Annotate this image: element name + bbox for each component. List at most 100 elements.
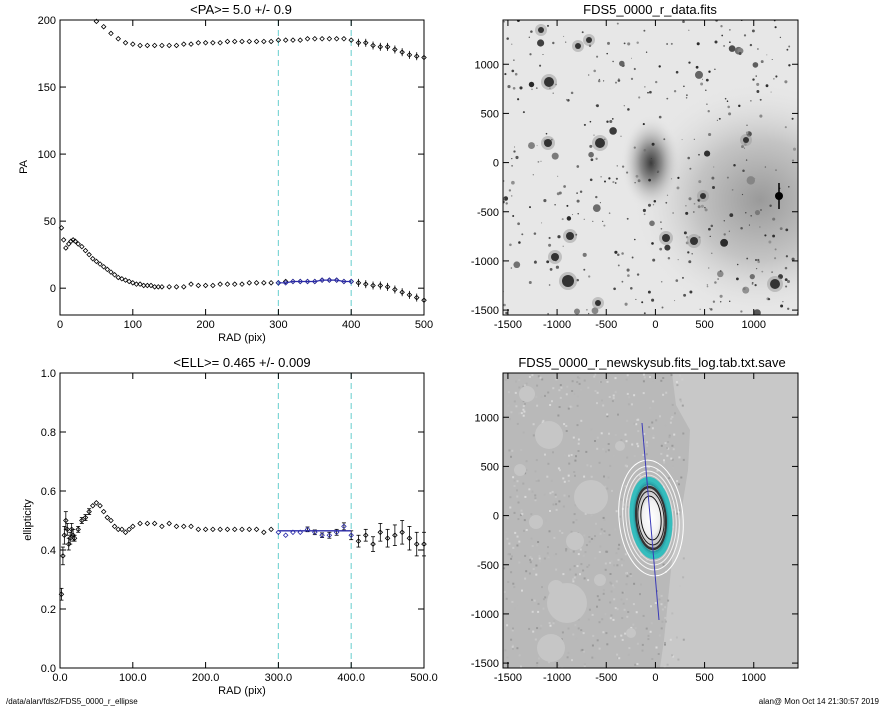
noise-pixel — [577, 450, 580, 452]
ell-x-tick-label: 0.0 — [52, 672, 67, 684]
noise-pixel — [628, 396, 631, 399]
ellipticity-data-point — [399, 529, 405, 536]
field-star — [659, 247, 663, 251]
noise-pixel — [594, 535, 596, 538]
ellipticity-data-point — [406, 535, 413, 541]
noise-pixel — [657, 653, 660, 655]
field-star — [510, 267, 513, 269]
ellipticity-data-point — [115, 526, 122, 533]
noise-pixel — [619, 515, 622, 518]
field-star — [633, 146, 636, 149]
field-star — [583, 218, 585, 220]
noise-pixel — [558, 529, 561, 532]
noise-pixel — [614, 635, 617, 638]
noise-pixel — [610, 582, 613, 585]
field-star — [660, 227, 663, 230]
field-star — [719, 270, 722, 272]
noise-pixel — [528, 375, 531, 378]
ell-x-tick-label: 100.0 — [119, 672, 147, 684]
field-star — [651, 142, 655, 146]
noise-pixel — [672, 655, 675, 658]
noise-pixel — [524, 495, 527, 498]
noise-pixel — [660, 444, 663, 447]
field-star — [708, 70, 711, 73]
field-star — [658, 115, 662, 119]
field-star — [751, 283, 754, 285]
bright-star — [544, 139, 552, 147]
img1-y-tick-label: -1500 — [471, 305, 499, 317]
img2-x-tick-label: -500 — [595, 672, 617, 684]
noise-pixel — [544, 519, 547, 522]
field-star — [511, 157, 513, 160]
field-star — [511, 69, 515, 73]
noise-pixel — [531, 598, 533, 601]
noise-pixel — [544, 596, 547, 599]
field-star — [700, 204, 704, 208]
field-star — [607, 41, 610, 45]
field-star — [647, 91, 649, 94]
field-star — [726, 100, 729, 102]
field-star — [716, 119, 718, 121]
noise-pixel — [544, 453, 546, 456]
ellipticity-data-point — [93, 500, 100, 506]
noise-pixel — [652, 379, 654, 382]
noise-pixel — [538, 557, 541, 560]
field-star — [685, 236, 689, 239]
noise-pixel — [678, 374, 681, 377]
noise-pixel — [523, 410, 526, 413]
noise-pixel — [627, 611, 630, 613]
noise-pixel — [652, 400, 655, 403]
field-star — [514, 72, 518, 76]
noise-pixel — [636, 442, 639, 445]
field-star — [506, 37, 509, 40]
field-star — [666, 194, 669, 196]
ellipticity-data-point — [224, 526, 231, 533]
field-star — [740, 227, 743, 230]
noise-pixel — [588, 536, 591, 538]
field-star — [586, 309, 588, 311]
field-star — [636, 41, 639, 44]
noise-pixel — [659, 415, 661, 418]
field-star — [548, 243, 552, 247]
pa-data-point — [319, 36, 325, 42]
ellipticity-data-point — [104, 514, 111, 521]
ellipticity-data-point — [297, 529, 304, 536]
noise-pixel — [547, 462, 550, 465]
isophote-ellipse — [640, 495, 662, 541]
pa-plot-frame — [59, 19, 425, 316]
noise-pixel — [574, 474, 576, 477]
field-star — [663, 138, 666, 141]
noise-pixel — [599, 532, 602, 535]
noise-pixel — [655, 419, 658, 422]
noise-pixel — [594, 440, 596, 442]
noise-pixel — [563, 494, 566, 497]
noise-pixel — [583, 534, 586, 537]
star-mask — [519, 386, 535, 402]
field-star — [635, 298, 637, 300]
img2-y-tick-label: -1000 — [471, 609, 499, 621]
field-star — [511, 43, 513, 45]
field-star — [711, 252, 713, 254]
noise-pixel — [565, 393, 568, 396]
ell-x-tick-label: 300.0 — [265, 672, 293, 684]
noise-pixel — [616, 653, 619, 656]
noise-pixel — [504, 649, 507, 652]
ellipse-fit-image-y-axis: -1500 -1000 -500 0 500 1000 — [471, 412, 798, 670]
position-angle-axis — [641, 422, 660, 621]
noise-pixel — [567, 474, 570, 477]
noise-pixel — [586, 464, 589, 467]
noise-pixel — [593, 375, 596, 378]
field-star — [651, 242, 654, 245]
field-star — [709, 307, 711, 310]
ellipticity-data-point — [326, 532, 333, 539]
data-image-frame — [502, 19, 799, 316]
field-star — [706, 285, 709, 288]
noise-pixel — [567, 480, 570, 482]
noise-pixel — [668, 436, 671, 439]
pa-data-point — [202, 282, 209, 289]
field-star — [634, 182, 636, 184]
ellipticity-data-point — [100, 508, 107, 515]
field-star — [706, 103, 708, 106]
noise-pixel — [507, 581, 510, 583]
field-star — [738, 52, 742, 55]
